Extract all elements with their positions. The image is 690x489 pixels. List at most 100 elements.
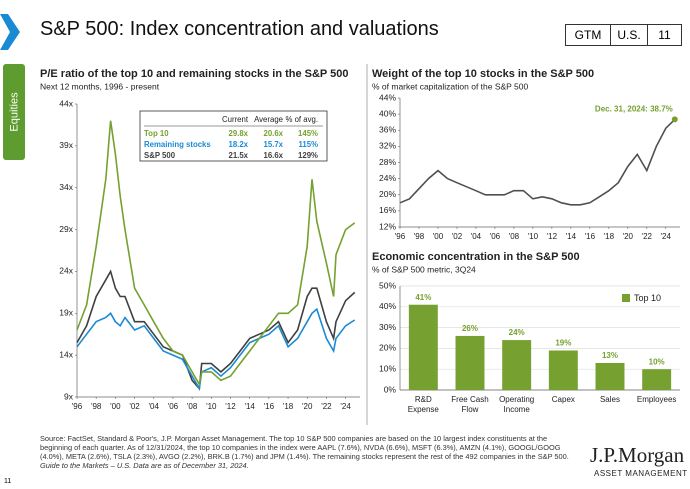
x-tick-label: '18: [604, 232, 615, 241]
chart-subtitle: Next 12 months, 1996 - present: [40, 81, 160, 91]
table-cell: 15.7x: [263, 140, 283, 149]
value-label: 26%: [462, 324, 478, 333]
x-tick-label: '12: [225, 402, 236, 411]
table-cell: 29.8x: [228, 129, 248, 138]
x-tick-label: Free Cash Flow: [451, 395, 489, 414]
table-cell: 20.6x: [263, 129, 283, 138]
x-tick-label: R&D Expense: [407, 395, 439, 414]
y-tick-label: 19x: [59, 308, 73, 318]
x-tick-label: '04: [471, 232, 482, 241]
x-tick-label: '16: [264, 402, 275, 411]
x-tick-label: '00: [110, 402, 121, 411]
x-tick-label: '20: [623, 232, 634, 241]
legend-label: Top 10: [634, 293, 661, 303]
x-tick-label: '08: [509, 232, 520, 241]
x-tick-label: '96: [395, 232, 406, 241]
value-label: 19%: [555, 339, 571, 348]
x-tick-label: '00: [433, 232, 444, 241]
y-tick-label: 44%: [379, 92, 396, 102]
side-tab: [3, 64, 25, 160]
x-tick-label: '22: [321, 402, 332, 411]
series-line: [76, 120, 356, 387]
y-tick-label: 0%: [384, 384, 397, 394]
side-tab-label: Equities: [9, 92, 22, 132]
x-tick-label: '20: [302, 402, 313, 411]
table-cell: 145%: [298, 129, 318, 138]
x-tick-label: '24: [661, 232, 672, 241]
x-tick-label: Capex: [551, 395, 575, 404]
series-line: [76, 269, 356, 391]
logo: J.P.Morgan: [590, 443, 685, 467]
y-tick-label: 34x: [59, 182, 73, 192]
tag: GTM: [565, 24, 611, 46]
y-tick-label: 36%: [379, 125, 396, 135]
y-tick-label: 39x: [59, 140, 73, 150]
y-tick-label: 20%: [379, 343, 396, 353]
table-header: % of avg.: [285, 115, 318, 124]
table-row-label: Remaining stocks: [144, 140, 211, 149]
y-tick-label: 40%: [379, 108, 396, 118]
chart-title: Weight of the top 10 stocks in the S&P 5…: [372, 68, 594, 80]
bar: [548, 350, 578, 390]
footnote: Source: FactSet, Standard & Poor's, J.P.…: [40, 434, 580, 470]
y-tick-label: 50%: [379, 280, 396, 290]
side-tab-box: Equities: [4, 64, 26, 160]
table-row-label: Top 10: [144, 129, 169, 138]
x-tick-label: '24: [340, 402, 351, 411]
table-header: Current: [222, 115, 249, 124]
y-tick-label: 30%: [379, 322, 396, 332]
x-tick-label: '98: [414, 232, 425, 241]
logo-sub: ASSET MANAGEMENT: [594, 469, 688, 478]
y-tick-label: 32%: [379, 141, 396, 151]
x-tick-label: '12: [547, 232, 558, 241]
table-cell: 129%: [298, 151, 318, 160]
bar: [502, 340, 532, 390]
table-cell: 16.6x: [263, 151, 283, 160]
x-tick-label: '02: [452, 232, 463, 241]
value-label: 10%: [649, 357, 665, 366]
x-tick-label: '10: [528, 232, 539, 241]
bar: [455, 335, 485, 390]
x-tick-label: '14: [566, 232, 577, 241]
x-tick-label: '06: [168, 402, 179, 411]
y-tick-label: 10%: [379, 363, 396, 373]
x-tick-label: '02: [129, 402, 140, 411]
x-tick-label: '06: [490, 232, 501, 241]
x-tick-label: '10: [206, 402, 217, 411]
value-label: 24%: [509, 328, 525, 337]
bar: [642, 369, 672, 390]
series-line: [399, 118, 676, 206]
bar: [595, 362, 625, 390]
table-cell: 21.5x: [228, 151, 248, 160]
page-title: S&P 500: Index concentration and valuati…: [40, 18, 439, 40]
y-tick-label: 40%: [379, 301, 396, 311]
tag: 11: [647, 24, 682, 46]
y-tick-label: 14x: [59, 349, 73, 359]
x-tick-label: '04: [149, 402, 160, 411]
chart-subtitle: % of S&P 500 metric, 3Q24: [372, 264, 476, 274]
x-tick-label: '14: [244, 402, 255, 411]
x-tick-label: Sales: [599, 395, 620, 404]
table-row-label: S&P 500: [144, 151, 176, 160]
y-tick-label: 29x: [59, 224, 73, 234]
legend-swatch: [622, 294, 630, 302]
chart-title: Economic concentration in the S&P 500: [372, 251, 580, 263]
chart-subtitle: % of market capitalization of the S&P 50…: [372, 81, 529, 91]
y-tick-label: 24x: [59, 266, 73, 276]
x-tick-label: '22: [642, 232, 653, 241]
end-marker: [671, 116, 678, 123]
table-cell: 115%: [298, 140, 318, 149]
x-tick-label: '96: [72, 402, 83, 411]
annotation: Dec. 31, 2024: 38.7%: [595, 104, 673, 113]
bar: [408, 304, 438, 390]
chevron: [0, 14, 20, 50]
x-tick-label: Operating Income: [499, 395, 535, 414]
y-tick-label: 16%: [379, 205, 396, 215]
x-tick-label: Employees: [636, 395, 677, 404]
y-tick-label: 20%: [379, 189, 396, 199]
y-tick-label: 12%: [379, 221, 396, 231]
value-label: 13%: [602, 351, 618, 360]
series-line: [76, 307, 356, 392]
